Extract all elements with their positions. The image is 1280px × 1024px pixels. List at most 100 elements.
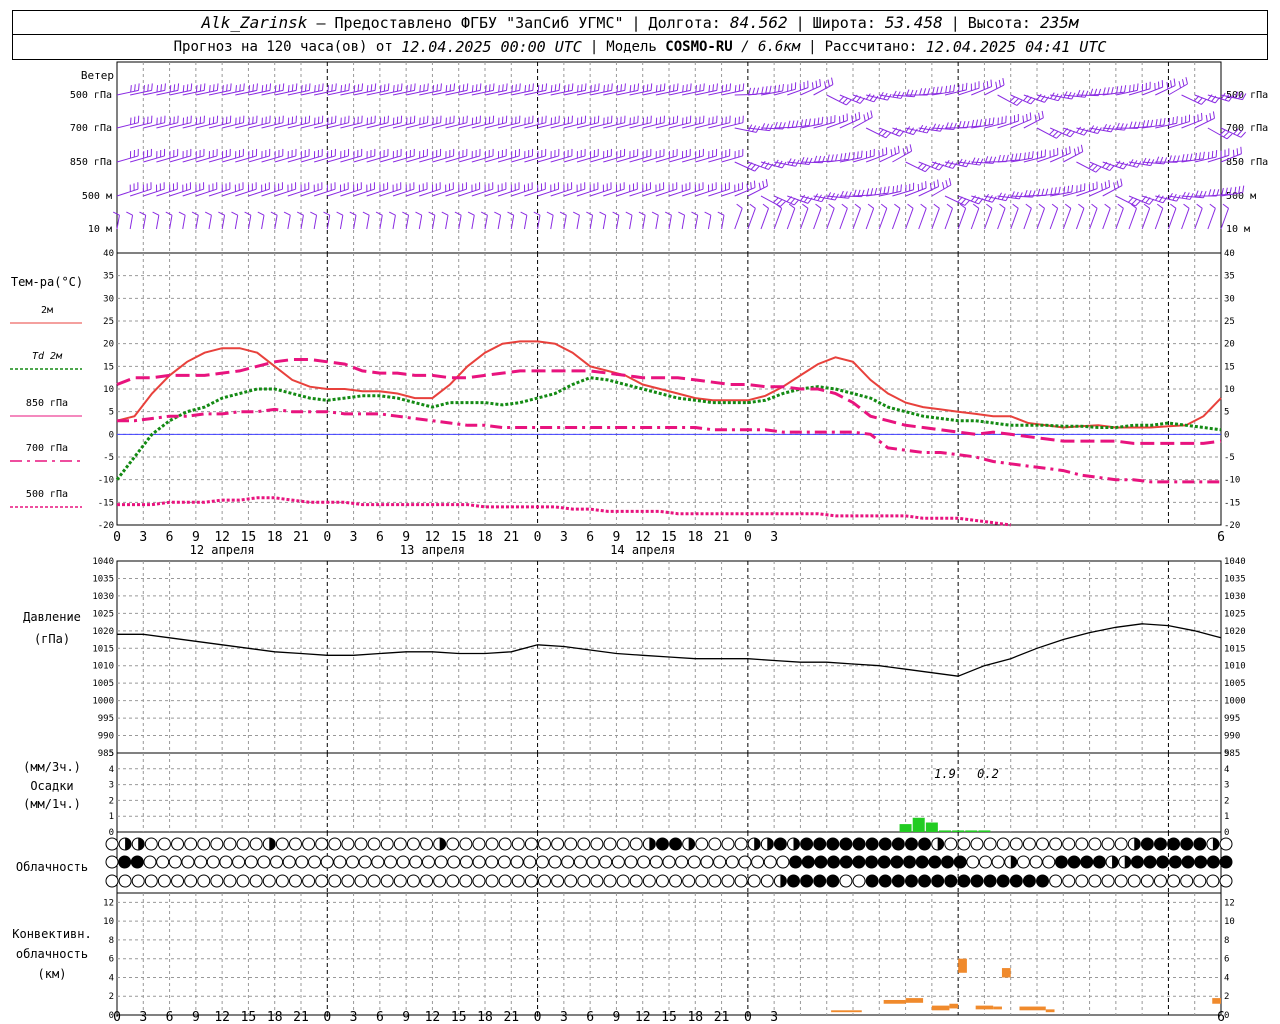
hour-tick-label: 0 xyxy=(323,530,331,545)
wind-barb-feather xyxy=(1220,92,1226,100)
wind-barb-feather xyxy=(975,157,980,165)
pressure-tick-right: 985 xyxy=(1224,749,1240,759)
wind-barb-feather xyxy=(991,196,997,203)
cloud-symbol xyxy=(459,855,473,869)
wind-barb-feather xyxy=(1041,188,1045,196)
cloud-symbol xyxy=(1180,874,1194,888)
wind-barb-feather xyxy=(1097,127,1102,134)
cloud-symbol xyxy=(433,874,447,888)
cloud-symbol xyxy=(708,837,722,851)
wind-barb-feather xyxy=(734,85,737,93)
temp-tick-left: 10 xyxy=(103,385,114,395)
wind-barb-feather xyxy=(1089,88,1094,96)
precip-bar xyxy=(978,830,991,832)
wind-barb-feather xyxy=(964,199,970,206)
hour-tick-label: 12 xyxy=(214,530,230,545)
wind-barb-feather xyxy=(1078,203,1085,209)
wind-barb-feather xyxy=(913,90,918,97)
hour-tick-label: 6 xyxy=(1217,530,1225,545)
wind-barb-feather xyxy=(301,85,303,93)
cloud-symbol xyxy=(564,874,578,888)
wind-barb-feather xyxy=(896,185,899,193)
cloud-symbol xyxy=(282,855,296,869)
cloud-symbol xyxy=(420,837,434,851)
wind-barb-feather xyxy=(932,123,937,131)
wind-barb-feather xyxy=(427,83,429,91)
wind-barb-feather xyxy=(243,83,245,91)
wind-barb-feather xyxy=(940,86,943,94)
cloud-symbol xyxy=(564,837,578,851)
cloud-symbol-half xyxy=(1212,838,1219,850)
wind-barb-shaft xyxy=(1010,118,1032,129)
cloud-symbol xyxy=(891,874,905,888)
precip-annotation-1: 1.9 xyxy=(934,767,956,781)
cloud-symbol-half xyxy=(780,875,787,887)
pressure-tick-right: 1015 xyxy=(1224,644,1246,654)
wind-barb-feather xyxy=(1104,203,1111,209)
wind-barb-feather xyxy=(1061,149,1064,157)
cloud-symbol xyxy=(236,837,250,851)
wind-barb-feather xyxy=(1234,91,1239,99)
wind-barb-shaft xyxy=(839,118,861,129)
wind-barb-feather xyxy=(1011,153,1014,161)
temp-tick-left: 25 xyxy=(103,317,114,327)
wind-barb-feather xyxy=(209,85,211,93)
wind-barb-shaft xyxy=(247,215,252,230)
wind-barb-feather xyxy=(314,85,316,93)
wind-barb-shaft xyxy=(931,208,940,230)
pressure-tick-left: 995 xyxy=(98,714,114,724)
cloud-symbol xyxy=(156,855,170,869)
wind-barb-feather xyxy=(800,119,803,127)
wind-barb-feather xyxy=(695,85,697,93)
wind-barb-feather xyxy=(1076,126,1082,133)
wind-barb-feather xyxy=(1069,131,1076,138)
wind-barb-feather xyxy=(1073,148,1077,156)
cloud-symbol xyxy=(904,874,918,888)
hour-tick-label: 0 xyxy=(534,1010,542,1024)
wind-barb-feather xyxy=(584,83,587,91)
cloud-symbol xyxy=(446,874,460,888)
wind-barb-feather xyxy=(318,84,320,92)
cloud-symbol xyxy=(1088,837,1102,851)
wind-barb-shaft xyxy=(681,215,686,230)
wind-barb-feather xyxy=(795,120,799,128)
cloud-symbol xyxy=(511,874,525,888)
cloud-symbol xyxy=(551,837,565,851)
wind-barb-feather xyxy=(1018,192,1023,200)
wind-barb-shaft xyxy=(366,215,370,230)
conv-bar xyxy=(1001,968,1011,978)
wind-barb-feather xyxy=(1176,116,1178,124)
cloud-symbol xyxy=(367,837,381,851)
wind-barb-feather xyxy=(1104,181,1107,189)
wind-barb-feather xyxy=(1117,203,1124,209)
wind-barb-feather xyxy=(887,93,892,101)
wind-barb-feather xyxy=(454,211,462,216)
hour-tick-label: 15 xyxy=(661,530,677,545)
conv-bar xyxy=(975,1005,994,1010)
cloud-symbol xyxy=(1168,855,1182,869)
wind-barb-feather xyxy=(471,85,474,93)
wind-barb-shaft xyxy=(1181,119,1203,129)
wind-barb-feather xyxy=(1170,80,1173,88)
temp-tick-left: -15 xyxy=(98,498,114,508)
pressure-line xyxy=(117,623,1222,677)
wind-barb-feather xyxy=(1092,164,1098,171)
cloud-symbol xyxy=(839,855,853,869)
cloud-symbol xyxy=(878,874,892,888)
cloud-symbol xyxy=(341,874,355,888)
wind-barb-feather xyxy=(1102,123,1108,131)
cloud-symbol xyxy=(1193,874,1207,888)
wind-barb-feather xyxy=(515,84,517,92)
cloud-symbol xyxy=(890,855,904,869)
wind-barb-feather xyxy=(912,128,918,135)
cloud-symbol xyxy=(197,837,211,851)
wind-barb-feather xyxy=(909,144,913,152)
wind-barb-feather xyxy=(1181,79,1185,87)
cloud-symbol xyxy=(354,837,368,851)
wind-barb-feather xyxy=(1201,112,1203,120)
cloud-symbol xyxy=(257,855,271,869)
cloud-symbol xyxy=(662,855,676,869)
cloud-symbol xyxy=(787,874,801,888)
wind-barb-feather xyxy=(1091,203,1098,209)
